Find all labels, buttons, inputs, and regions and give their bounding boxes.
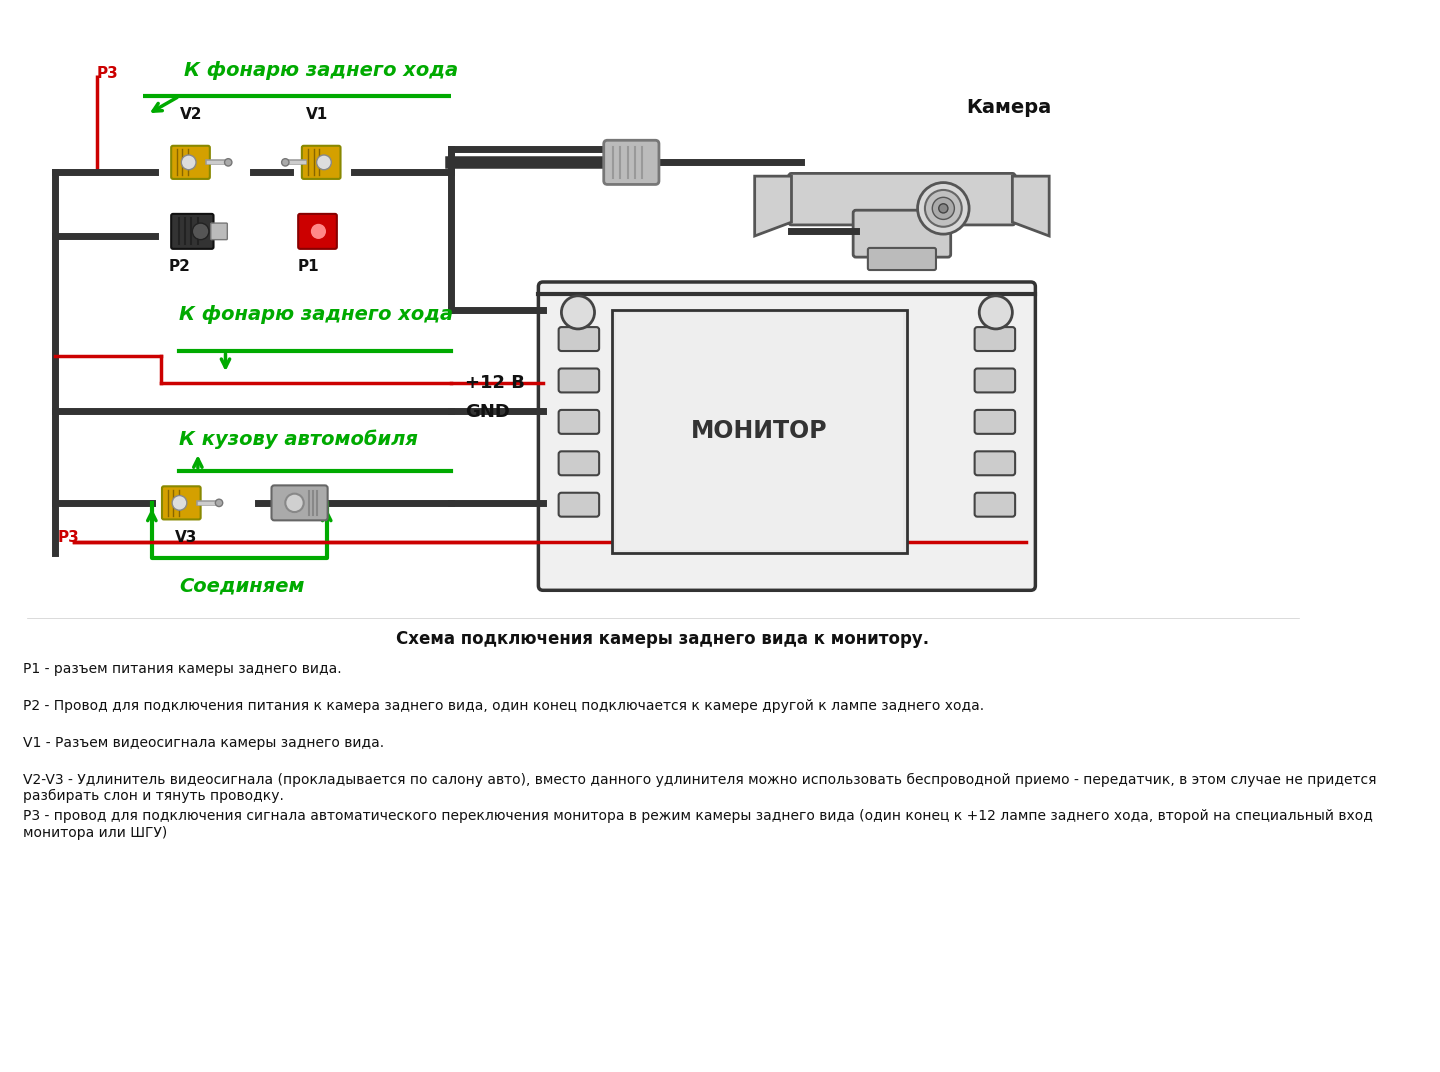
- Polygon shape: [755, 176, 792, 236]
- FancyBboxPatch shape: [559, 369, 599, 392]
- Circle shape: [285, 494, 304, 512]
- FancyBboxPatch shape: [171, 214, 213, 249]
- Text: V3: V3: [174, 531, 197, 546]
- Circle shape: [282, 159, 289, 166]
- Text: Схема подключения камеры заднего вида к монитору.: Схема подключения камеры заднего вида к …: [396, 630, 929, 647]
- Circle shape: [310, 223, 327, 240]
- Circle shape: [225, 159, 232, 166]
- FancyBboxPatch shape: [603, 140, 660, 184]
- Text: P3: P3: [96, 65, 118, 80]
- Text: МОНИТОР: МОНИТОР: [691, 419, 828, 443]
- FancyBboxPatch shape: [302, 146, 340, 179]
- Circle shape: [562, 296, 595, 329]
- Text: +12 В: +12 В: [465, 374, 524, 392]
- FancyBboxPatch shape: [789, 174, 1015, 225]
- FancyBboxPatch shape: [975, 369, 1015, 392]
- FancyBboxPatch shape: [298, 214, 337, 249]
- FancyBboxPatch shape: [559, 327, 599, 351]
- Circle shape: [181, 155, 196, 169]
- Circle shape: [317, 155, 331, 169]
- Circle shape: [173, 495, 187, 510]
- FancyBboxPatch shape: [975, 493, 1015, 517]
- FancyBboxPatch shape: [161, 487, 200, 520]
- Text: К фонарю заднего хода: К фонарю заднего хода: [180, 306, 454, 324]
- Polygon shape: [1012, 176, 1050, 236]
- FancyBboxPatch shape: [171, 146, 210, 179]
- FancyBboxPatch shape: [975, 327, 1015, 351]
- Text: P2: P2: [168, 259, 190, 274]
- Text: P1: P1: [298, 259, 320, 274]
- Circle shape: [193, 223, 209, 240]
- FancyBboxPatch shape: [559, 410, 599, 434]
- FancyBboxPatch shape: [559, 451, 599, 475]
- Circle shape: [917, 182, 969, 234]
- Circle shape: [216, 500, 223, 507]
- FancyBboxPatch shape: [559, 493, 599, 517]
- Text: V2: V2: [180, 107, 202, 122]
- FancyBboxPatch shape: [210, 223, 228, 240]
- Circle shape: [932, 197, 955, 220]
- Text: К фонарю заднего хода: К фонарю заднего хода: [184, 61, 458, 80]
- FancyBboxPatch shape: [539, 282, 1035, 591]
- Text: Соединяем: Соединяем: [180, 577, 305, 595]
- Circle shape: [979, 296, 1012, 329]
- Circle shape: [924, 190, 962, 227]
- Circle shape: [939, 204, 948, 213]
- Text: V2-V3 - Удлинитель видеосигнала (прокладывается по салону авто), вместо данного : V2-V3 - Удлинитель видеосигнала (проклад…: [23, 773, 1377, 803]
- Text: Р3 - провод для подключения сигнала автоматического переключения монитора в режи: Р3 - провод для подключения сигнала авто…: [23, 809, 1372, 839]
- FancyBboxPatch shape: [852, 210, 950, 257]
- Text: V1 - Разъем видеосигнала камеры заднего вида.: V1 - Разъем видеосигнала камеры заднего …: [23, 735, 384, 749]
- Text: P3: P3: [58, 531, 79, 546]
- FancyBboxPatch shape: [272, 486, 328, 520]
- Text: Камера: Камера: [966, 98, 1051, 117]
- FancyBboxPatch shape: [616, 313, 903, 550]
- FancyBboxPatch shape: [975, 451, 1015, 475]
- Text: GND: GND: [465, 403, 510, 421]
- Text: Р2 - Провод для подключения питания к камера заднего вида, один конец подключает: Р2 - Провод для подключения питания к ка…: [23, 699, 984, 713]
- Text: V1: V1: [305, 107, 328, 122]
- Text: Р1 - разъем питания камеры заднего вида.: Р1 - разъем питания камеры заднего вида.: [23, 662, 341, 676]
- Text: К кузову автомобиля: К кузову автомобиля: [180, 429, 419, 449]
- FancyBboxPatch shape: [975, 410, 1015, 434]
- FancyBboxPatch shape: [868, 248, 936, 270]
- FancyBboxPatch shape: [612, 310, 907, 553]
